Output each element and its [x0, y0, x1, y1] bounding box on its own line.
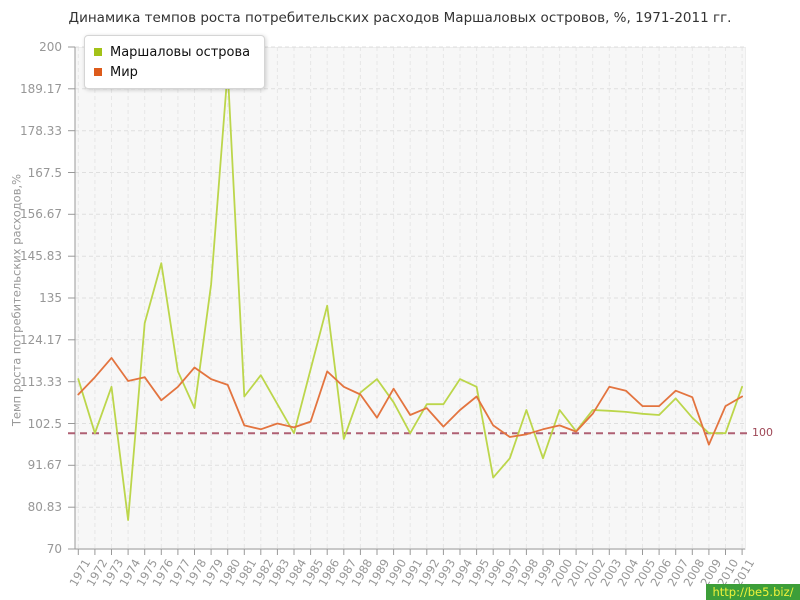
- reference-line-label: 100: [752, 426, 773, 439]
- plot-area: [75, 47, 746, 550]
- legend: Маршаловы острова Мир: [84, 35, 266, 89]
- y-tick-label: 113.33: [20, 375, 62, 389]
- y-tick-label: 200: [39, 40, 62, 54]
- y-tick-label: 156.67: [20, 207, 62, 221]
- y-tick-label: 145.83: [20, 249, 62, 263]
- legend-label-marshall-islands: Маршаловы острова: [110, 44, 251, 60]
- legend-item-world: Мир: [94, 62, 250, 82]
- series-swatch-world: [94, 68, 102, 76]
- y-tick-label: 167.5: [27, 166, 62, 180]
- y-tick-label: 189.17: [20, 82, 62, 96]
- y-tick-label: 178.33: [20, 124, 62, 138]
- y-tick-label: 80.83: [27, 500, 62, 514]
- y-tick-label: 91.67: [27, 458, 62, 472]
- plot-canvas: [68, 46, 749, 555]
- y-tick-label: 102.5: [27, 417, 62, 431]
- legend-label-world: Мир: [110, 64, 138, 80]
- y-tick-label: 70: [46, 542, 62, 556]
- series-swatch-marshall-islands: [94, 48, 102, 56]
- legend-item-marshall-islands: Маршаловы острова: [94, 42, 250, 62]
- watermark-link[interactable]: http://be5.biz/: [706, 584, 800, 600]
- chart-title: Динамика темпов роста потребительских ра…: [68, 10, 732, 26]
- y-tick-label: 135: [39, 291, 62, 305]
- y-tick-label: 124.17: [20, 333, 62, 347]
